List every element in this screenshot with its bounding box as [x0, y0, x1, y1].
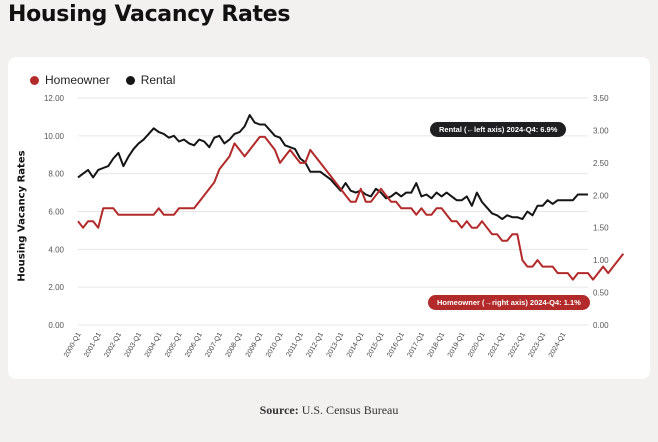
right-tick-label: 3.50	[593, 94, 609, 103]
left-tick-label: 10.00	[44, 132, 65, 141]
chart-card: 0.00 2.00 4.00 6.00 8.00 10.00 12.00 0.00 0.50 1…	[8, 57, 650, 379]
left-tick-label: 4.00	[48, 245, 64, 254]
right-tick-label: 0.50	[593, 289, 609, 298]
x-tick-label: 2003-Q1	[124, 331, 144, 358]
x-tick-label: 2001-Q1	[83, 331, 103, 358]
left-tick-label: 12.00	[44, 94, 65, 103]
x-tick-label: 2004-Q1	[144, 331, 164, 358]
right-axis-ticks: 0.00 0.50 1.00 1.50 2.00 2.50 3.00 3.50	[593, 94, 609, 330]
legend-item-rental[interactable]: Rental	[125, 73, 176, 87]
source-label: Source:	[259, 403, 299, 417]
source-note: Source: U.S. Census Bureau	[0, 403, 658, 418]
legend-label-homeowner: Homeowner	[45, 73, 110, 87]
x-tick-label: 2024-Q1	[548, 331, 568, 358]
left-tick-label: 8.00	[48, 170, 64, 179]
x-tick-label: 2014-Q1	[346, 331, 366, 358]
x-tick-label: 2012-Q1	[305, 331, 325, 358]
x-tick-label: 2011-Q1	[285, 331, 304, 358]
right-tick-label: 3.00	[593, 126, 609, 135]
right-tick-label: 2.00	[593, 191, 609, 200]
x-tick-label: 2008-Q1	[225, 331, 245, 358]
x-tick-label: 2020-Q1	[467, 331, 487, 358]
x-axis-ticks: 2000-Q1 2001-Q1 2002-Q1 2003-Q1 2004-Q1 2005-…	[63, 331, 567, 358]
legend-item-homeowner[interactable]: Homeowner	[30, 73, 110, 87]
legend: Homeowner Rental	[30, 73, 175, 87]
right-tick-label: 2.50	[593, 159, 609, 168]
x-tick-label: 2015-Q1	[366, 331, 386, 358]
x-tick-label: 2016-Q1	[386, 331, 406, 358]
x-tick-label: 2002-Q1	[103, 331, 123, 358]
x-tick-label: 2000-Q1	[63, 331, 83, 358]
x-tick-label: 2023-Q1	[528, 331, 548, 358]
series-lines	[77, 114, 625, 281]
chart-canvas: 0.00 2.00 4.00 6.00 8.00 10.00 12.00 0.00 0.50 1…	[44, 94, 625, 359]
x-tick-label: 2013-Q1	[326, 331, 346, 358]
rental-callout: Rental (←left axis) 2024-Q4: 6.9%	[430, 122, 567, 137]
x-tick-label: 2010-Q1	[265, 331, 285, 358]
legend-label-rental: Rental	[140, 73, 176, 87]
x-tick-label: 2017-Q1	[406, 331, 426, 358]
series-line-rental	[77, 114, 588, 221]
x-tick-label: 2009-Q1	[245, 331, 265, 358]
x-tick-label: 2007-Q1	[204, 331, 224, 358]
right-tick-label: 1.00	[593, 256, 609, 265]
left-tick-label: 0.00	[48, 321, 64, 330]
y-axis-label: Housing Vacancy Rates	[16, 150, 28, 282]
x-tick-label: 2019-Q1	[447, 331, 467, 358]
series-line-homeowner	[77, 135, 625, 281]
left-tick-label: 2.00	[48, 283, 64, 292]
x-tick-label: 2006-Q1	[184, 331, 204, 358]
page-title: Housing Vacancy Rates	[8, 2, 291, 27]
source-text: U.S. Census Bureau	[301, 403, 399, 417]
legend-swatch-rental	[125, 75, 135, 85]
right-tick-label: 0.00	[593, 321, 609, 330]
x-tick-label: 2022-Q1	[507, 331, 527, 358]
left-axis-ticks: 0.00 2.00 4.00 6.00 8.00 10.00 12.00	[44, 94, 65, 330]
x-tick-label: 2018-Q1	[427, 331, 447, 358]
x-tick-label: 2005-Q1	[164, 331, 184, 358]
homeowner-callout: Homeowner (→right axis) 2024-Q4: 1.1%	[428, 295, 590, 310]
left-tick-label: 6.00	[48, 208, 64, 217]
grid-lines	[78, 97, 588, 326]
legend-swatch-homeowner	[30, 75, 39, 85]
right-tick-label: 1.50	[593, 224, 609, 233]
x-tick-label: 2021-Q1	[487, 331, 507, 358]
